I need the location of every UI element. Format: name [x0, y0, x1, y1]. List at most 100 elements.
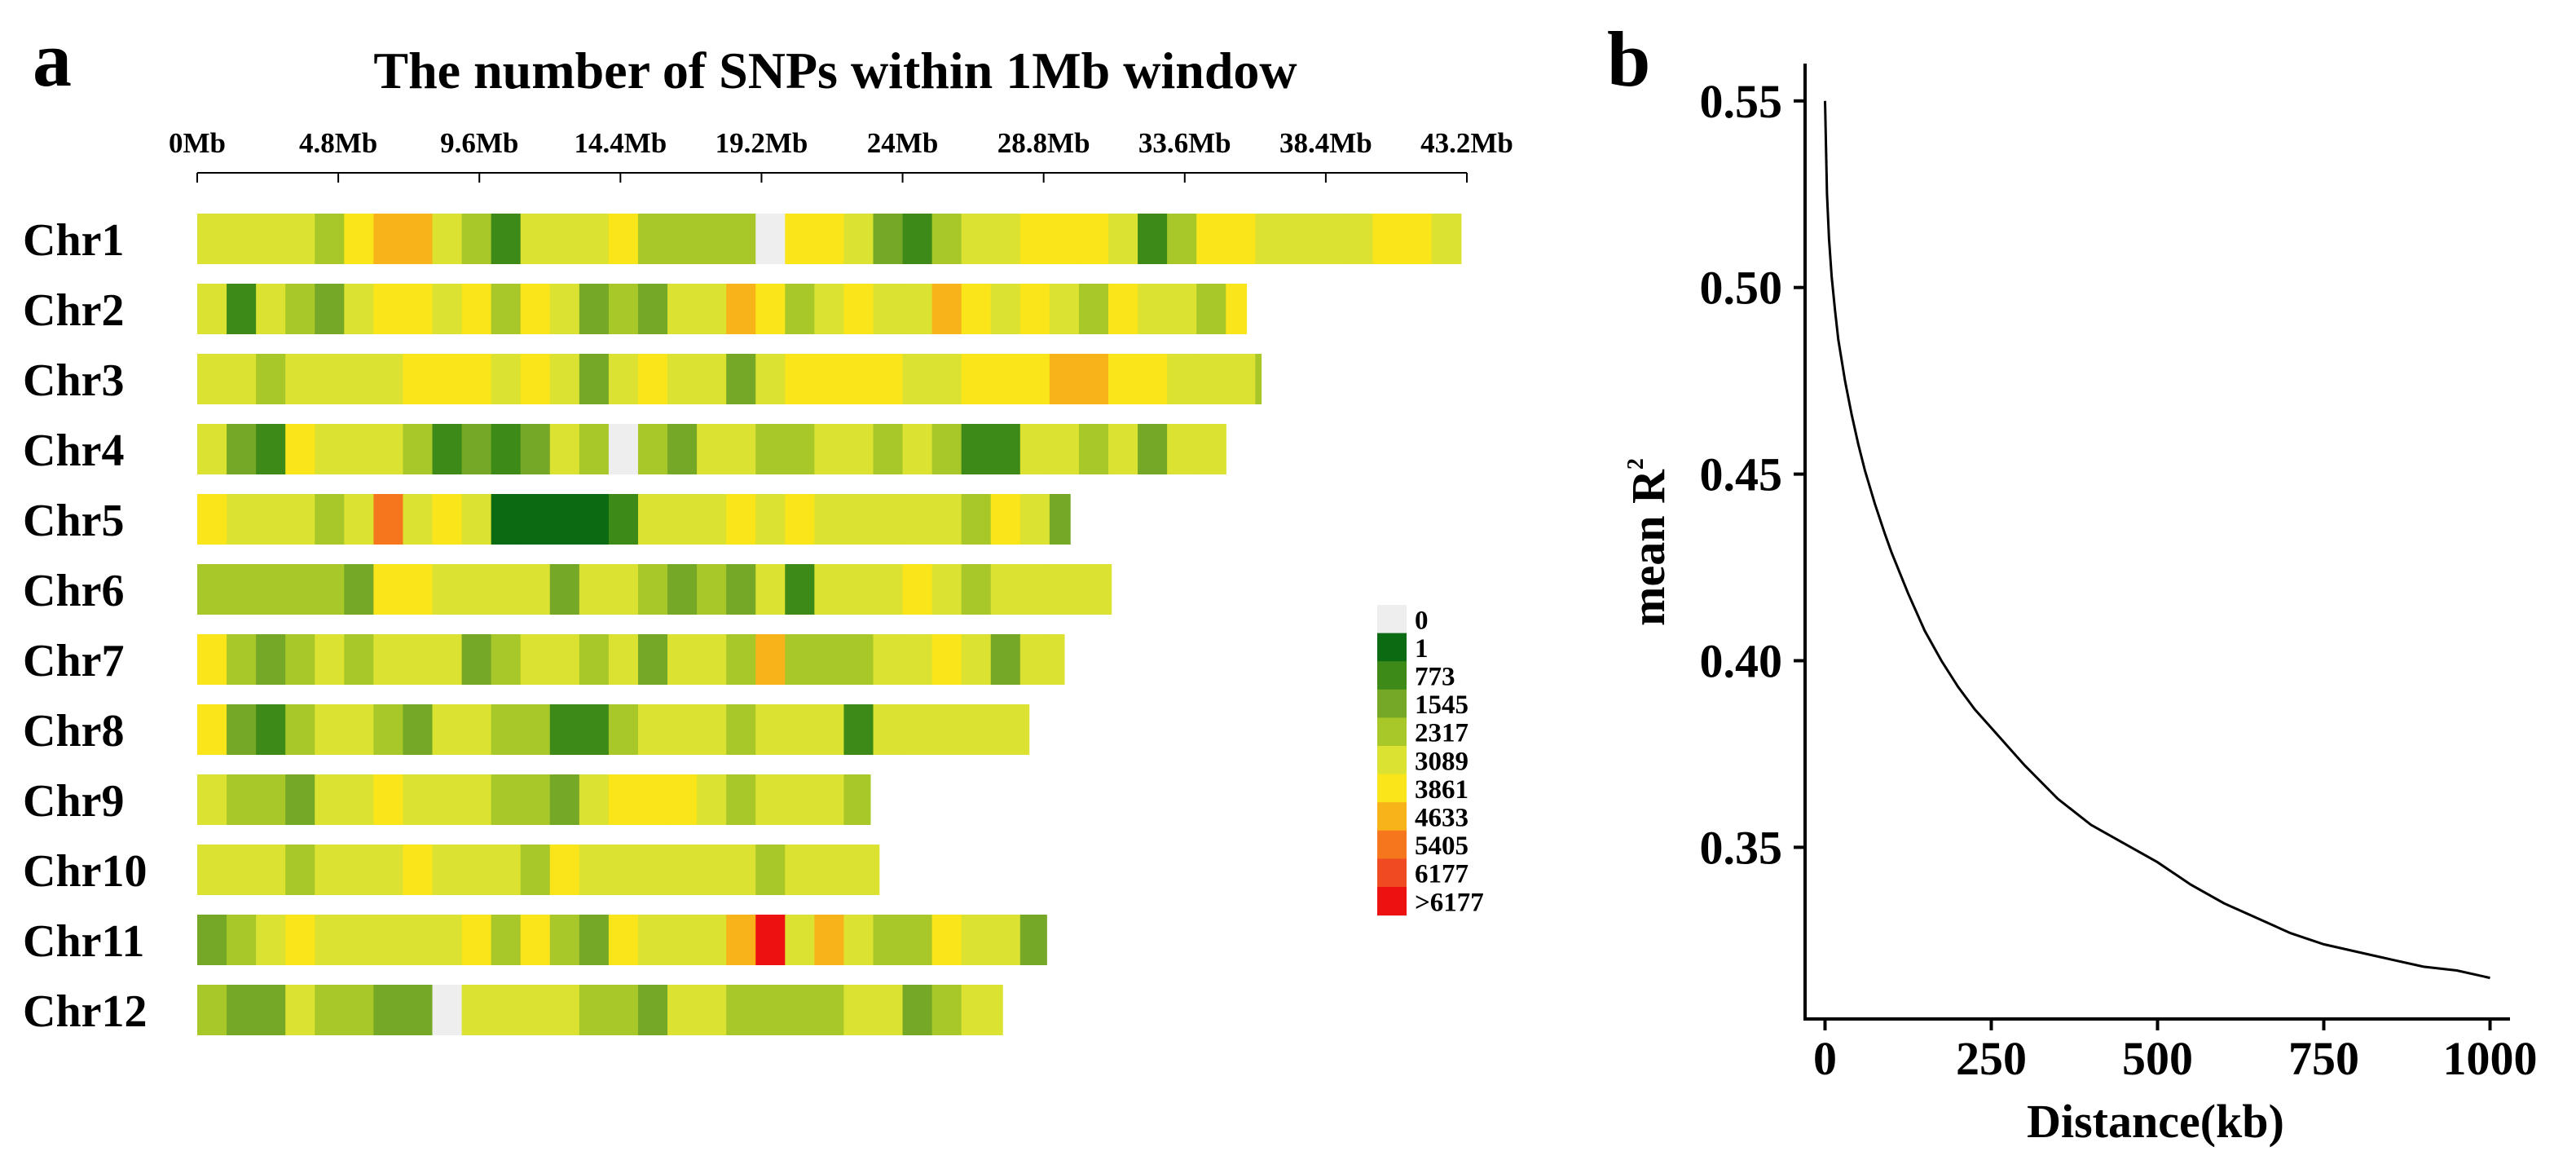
- snp-density-bin: [256, 845, 286, 895]
- snp-density-bin: [256, 494, 286, 545]
- snp-density-bin: [755, 424, 786, 474]
- snp-density-bin: [315, 214, 345, 264]
- snp-density-bin: [726, 704, 756, 755]
- legend-label: 3089: [1415, 747, 1469, 776]
- snp-density-bin: [1138, 424, 1168, 474]
- snp-density-bin: [961, 214, 992, 264]
- snp-density-bin: [961, 284, 992, 334]
- snp-density-bin: [1167, 424, 1197, 474]
- snp-density-bin: [491, 424, 522, 474]
- snp-density-bin: [520, 915, 551, 965]
- snp-density-bin: [491, 634, 522, 685]
- snp-density-bin: [403, 284, 434, 334]
- snp-density-bin: [1108, 564, 1112, 615]
- snp-density-bin: [520, 284, 551, 334]
- legend-swatch: [1377, 633, 1407, 662]
- snp-density-bin: [873, 985, 904, 1035]
- snp-density-bin: [902, 424, 933, 474]
- snp-density-bin: [344, 354, 374, 404]
- snp-density-bin: [608, 494, 639, 545]
- snp-density-bin: [1108, 424, 1138, 474]
- ld-y-axis-label-superscript: 2: [1623, 458, 1649, 470]
- snp-density-bin: [256, 915, 286, 965]
- snp-density-bin: [990, 564, 1021, 615]
- snp-density-bin: [902, 284, 933, 334]
- ld-y-axis-label-main: mean R: [1622, 469, 1675, 626]
- snp-density-bin: [1138, 284, 1168, 334]
- snp-density-bin: [373, 494, 404, 545]
- snp-density-bin: [873, 704, 904, 755]
- snp-density-bin: [755, 214, 786, 264]
- snp-density-bin: [315, 774, 345, 825]
- snp-density-bin: [1226, 214, 1256, 264]
- snp-density-bin: [461, 424, 492, 474]
- snp-density-bin: [315, 494, 345, 545]
- snp-density-bin: [197, 284, 227, 334]
- snp-density-bin: [549, 985, 580, 1035]
- ld-x-tick-label: 250: [1956, 1032, 2027, 1085]
- snp-density-bin: [990, 915, 1021, 965]
- ld-y-tick-label: 0.50: [1700, 262, 1783, 315]
- snp-density-bin: [608, 704, 639, 755]
- snp-density-bin: [520, 424, 551, 474]
- snp-density-bin: [373, 915, 404, 965]
- snp-density-bin: [961, 915, 992, 965]
- snp-density-bin: [1226, 284, 1248, 334]
- heatmap-x-tick-label: 24Mb: [867, 127, 939, 159]
- snp-density-bin: [579, 284, 610, 334]
- snp-density-bin: [432, 564, 463, 615]
- snp-density-bin: [785, 774, 815, 825]
- snp-density-bin: [961, 424, 992, 474]
- snp-density-bin: [403, 354, 434, 404]
- snp-density-bin: [432, 284, 463, 334]
- snp-density-bin: [549, 915, 580, 965]
- snp-density-bin: [579, 704, 610, 755]
- snp-density-bin: [637, 704, 668, 755]
- snp-density-bin: [637, 494, 668, 545]
- snp-density-bin: [285, 564, 315, 615]
- snp-density-bin: [667, 704, 698, 755]
- snp-density-bin: [667, 634, 698, 685]
- snp-density-bin: [814, 774, 845, 825]
- snp-density-bin: [315, 564, 345, 615]
- snp-density-bin: [873, 284, 904, 334]
- snp-density-bin: [667, 915, 698, 965]
- snp-density-bin: [432, 214, 463, 264]
- snp-density-bin: [315, 634, 345, 685]
- snp-density-bin: [461, 985, 492, 1035]
- snp-density-bin: [461, 915, 492, 965]
- snp-density-bin: [697, 985, 727, 1035]
- snp-density-bin: [755, 284, 786, 334]
- heatmap-chromosomes: Chr1 Chr2 Chr3 Chr4 Chr5 Chr6 Chr7 Chr8 Chr9 Chr1…: [23, 214, 1462, 1037]
- snp-density-bin: [843, 214, 874, 264]
- snp-density-bin: [1255, 354, 1262, 404]
- chromosome-row: Chr10: [23, 845, 880, 897]
- ld-y-tick-label: 0.40: [1700, 635, 1783, 688]
- snp-density-bin: [726, 284, 756, 334]
- snp-density-bin: [197, 354, 227, 404]
- snp-density-bin: [227, 634, 257, 685]
- snp-density-bin: [1108, 284, 1138, 334]
- snp-density-bin: [344, 704, 374, 755]
- snp-density-bin: [726, 564, 756, 615]
- snp-density-bin: [285, 985, 315, 1035]
- heatmap-x-tick-label: 38.4Mb: [1279, 127, 1372, 159]
- snp-density-bin: [902, 915, 933, 965]
- heatmap-x-tick-label: 33.6Mb: [1138, 127, 1231, 159]
- snp-density-bin: [637, 845, 668, 895]
- snp-density-bin: [403, 564, 434, 615]
- snp-density-bin: [491, 774, 522, 825]
- snp-density-bin: [931, 214, 962, 264]
- snp-density-bin: [931, 424, 962, 474]
- snp-density-bin: [814, 424, 845, 474]
- snp-density-bin: [373, 704, 404, 755]
- snp-density-bin: [197, 214, 227, 264]
- snp-density-bin: [843, 915, 874, 965]
- snp-density-bin: [549, 284, 580, 334]
- snp-density-bin: [637, 634, 668, 685]
- snp-density-bin: [285, 354, 315, 404]
- snp-density-bin: [520, 494, 551, 545]
- snp-density-bin: [579, 214, 610, 264]
- snp-density-bin: [843, 634, 874, 685]
